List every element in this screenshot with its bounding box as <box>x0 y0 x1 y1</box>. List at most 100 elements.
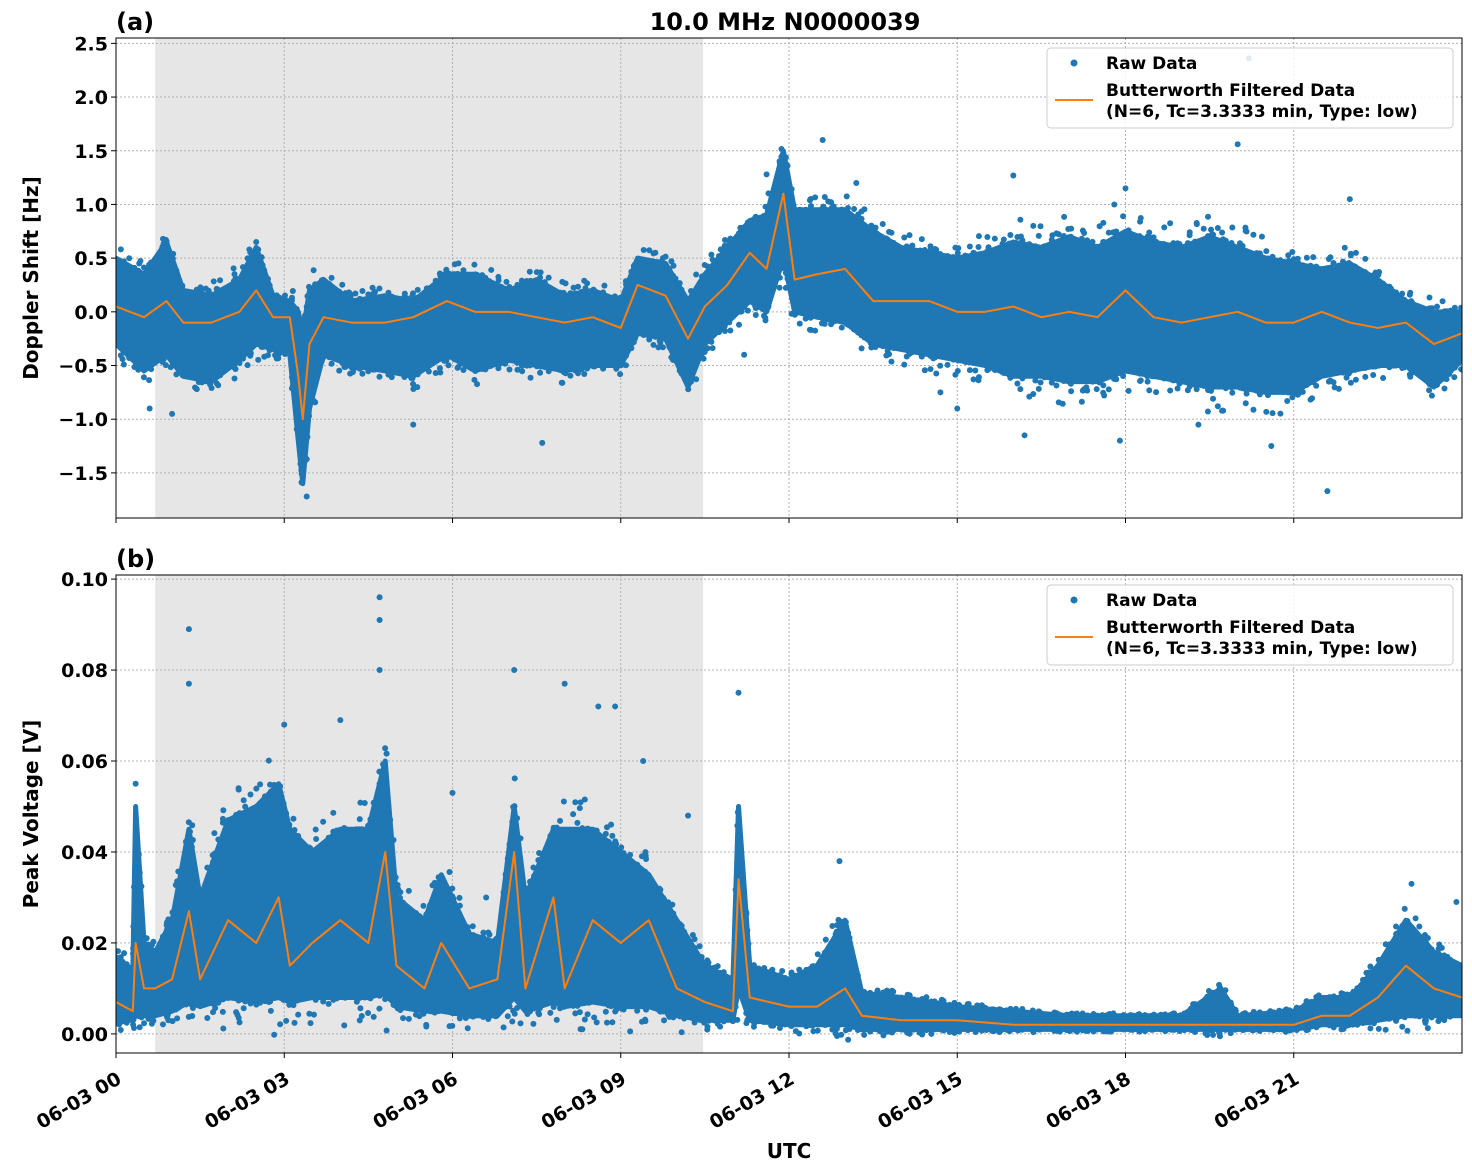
raw-data-point <box>1035 232 1042 239</box>
raw-data-point <box>1354 985 1361 992</box>
raw-data-point <box>685 386 692 393</box>
raw-data-point <box>225 994 232 1001</box>
raw-data-point <box>1277 410 1284 417</box>
raw-data-point <box>1441 385 1448 392</box>
raw-data-point <box>1286 1007 1293 1014</box>
raw-data-point <box>1220 407 1227 414</box>
raw-data-point <box>431 879 438 886</box>
raw-data-point <box>584 280 591 287</box>
raw-data-point <box>990 1006 997 1013</box>
raw-data-point <box>927 247 934 254</box>
raw-data-point <box>1074 1028 1081 1035</box>
y-tick-label: 0.08 <box>61 660 108 682</box>
y-tick-label: −1.0 <box>58 409 108 431</box>
raw-data-point <box>1005 1026 1012 1033</box>
raw-data-point <box>975 377 982 384</box>
raw-data-point <box>736 321 743 328</box>
raw-data-point <box>503 358 510 365</box>
raw-data-point <box>720 969 727 976</box>
raw-data-point <box>306 283 313 290</box>
raw-data-point <box>357 1005 364 1012</box>
raw-data-point <box>1270 1027 1277 1034</box>
raw-data-point <box>514 281 521 288</box>
raw-data-point <box>358 826 365 833</box>
raw-data-point <box>788 186 795 193</box>
raw-data-point <box>1210 395 1217 402</box>
raw-outlier-point <box>1195 421 1202 428</box>
raw-data-point <box>215 999 222 1006</box>
raw-data-point <box>946 1028 953 1035</box>
raw-data-point <box>709 345 716 352</box>
raw-data-point <box>159 1021 166 1028</box>
raw-data-point <box>235 997 242 1004</box>
legend-box <box>1046 47 1454 129</box>
raw-data-point <box>435 1008 442 1015</box>
raw-outlier-point <box>132 780 139 787</box>
raw-data-point <box>761 212 768 219</box>
x-tick-label: 06-03 15 <box>874 1068 966 1134</box>
raw-data-point <box>511 775 518 782</box>
raw-data-point <box>1436 1012 1443 1019</box>
raw-data-point <box>1386 941 1393 948</box>
raw-data-point <box>1303 998 1310 1005</box>
raw-data-point <box>289 999 296 1006</box>
raw-data-point <box>365 291 372 298</box>
raw-data-point <box>861 990 868 997</box>
raw-outlier-point <box>169 410 176 417</box>
raw-data-point <box>867 989 874 996</box>
raw-data-point <box>474 271 481 278</box>
raw-data-point <box>511 1010 518 1017</box>
raw-data-point <box>1362 364 1369 371</box>
raw-data-point <box>1447 368 1454 375</box>
raw-data-point <box>1253 387 1260 394</box>
raw-data-point <box>1129 1012 1136 1019</box>
raw-data-point <box>174 1015 181 1022</box>
plot-area <box>116 594 1462 1043</box>
raw-data-point <box>1222 987 1229 994</box>
raw-data-point <box>242 803 249 810</box>
raw-data-point <box>524 1007 531 1014</box>
raw-data-point <box>1329 1021 1336 1028</box>
raw-data-point <box>310 1011 317 1018</box>
raw-data-point <box>239 355 246 362</box>
raw-data-point <box>577 1026 584 1033</box>
y-tick-label: 0.0 <box>74 302 108 324</box>
raw-data-point <box>734 988 741 995</box>
raw-data-point <box>356 816 363 823</box>
raw-data-point <box>582 285 589 292</box>
raw-data-point <box>326 354 333 361</box>
raw-data-point <box>1053 1026 1060 1033</box>
raw-data-point <box>844 205 851 212</box>
raw-outlier-point <box>1021 432 1028 439</box>
raw-data-point <box>234 1011 241 1018</box>
raw-data-point <box>1360 1019 1367 1026</box>
raw-data-point <box>998 1006 1005 1013</box>
raw-data-point <box>693 271 700 278</box>
raw-data-point <box>145 1015 152 1022</box>
raw-data-point <box>704 345 711 352</box>
raw-data-point <box>291 1019 298 1026</box>
raw-data-point <box>560 798 567 805</box>
raw-data-point <box>810 963 817 970</box>
raw-data-point <box>1150 373 1157 380</box>
raw-data-point <box>230 363 237 370</box>
raw-data-point <box>842 919 849 926</box>
raw-data-point <box>1191 1028 1198 1035</box>
raw-data-point <box>293 426 300 433</box>
raw-data-point <box>631 335 638 342</box>
raw-data-point <box>495 365 502 372</box>
raw-data-point <box>288 385 295 392</box>
raw-data-point <box>796 320 803 327</box>
raw-data-point <box>1401 905 1408 912</box>
raw-data-point <box>209 1000 216 1007</box>
raw-data-point <box>432 277 439 284</box>
raw-data-point <box>1284 259 1291 266</box>
raw-data-point <box>1035 1009 1042 1016</box>
raw-data-point <box>796 206 803 213</box>
x-tick-label: 06-03 06 <box>369 1068 461 1134</box>
raw-data-point <box>394 881 401 888</box>
raw-data-point <box>761 312 768 319</box>
raw-data-point <box>634 1007 641 1014</box>
raw-data-point <box>1162 1028 1169 1035</box>
raw-data-point <box>401 372 408 379</box>
